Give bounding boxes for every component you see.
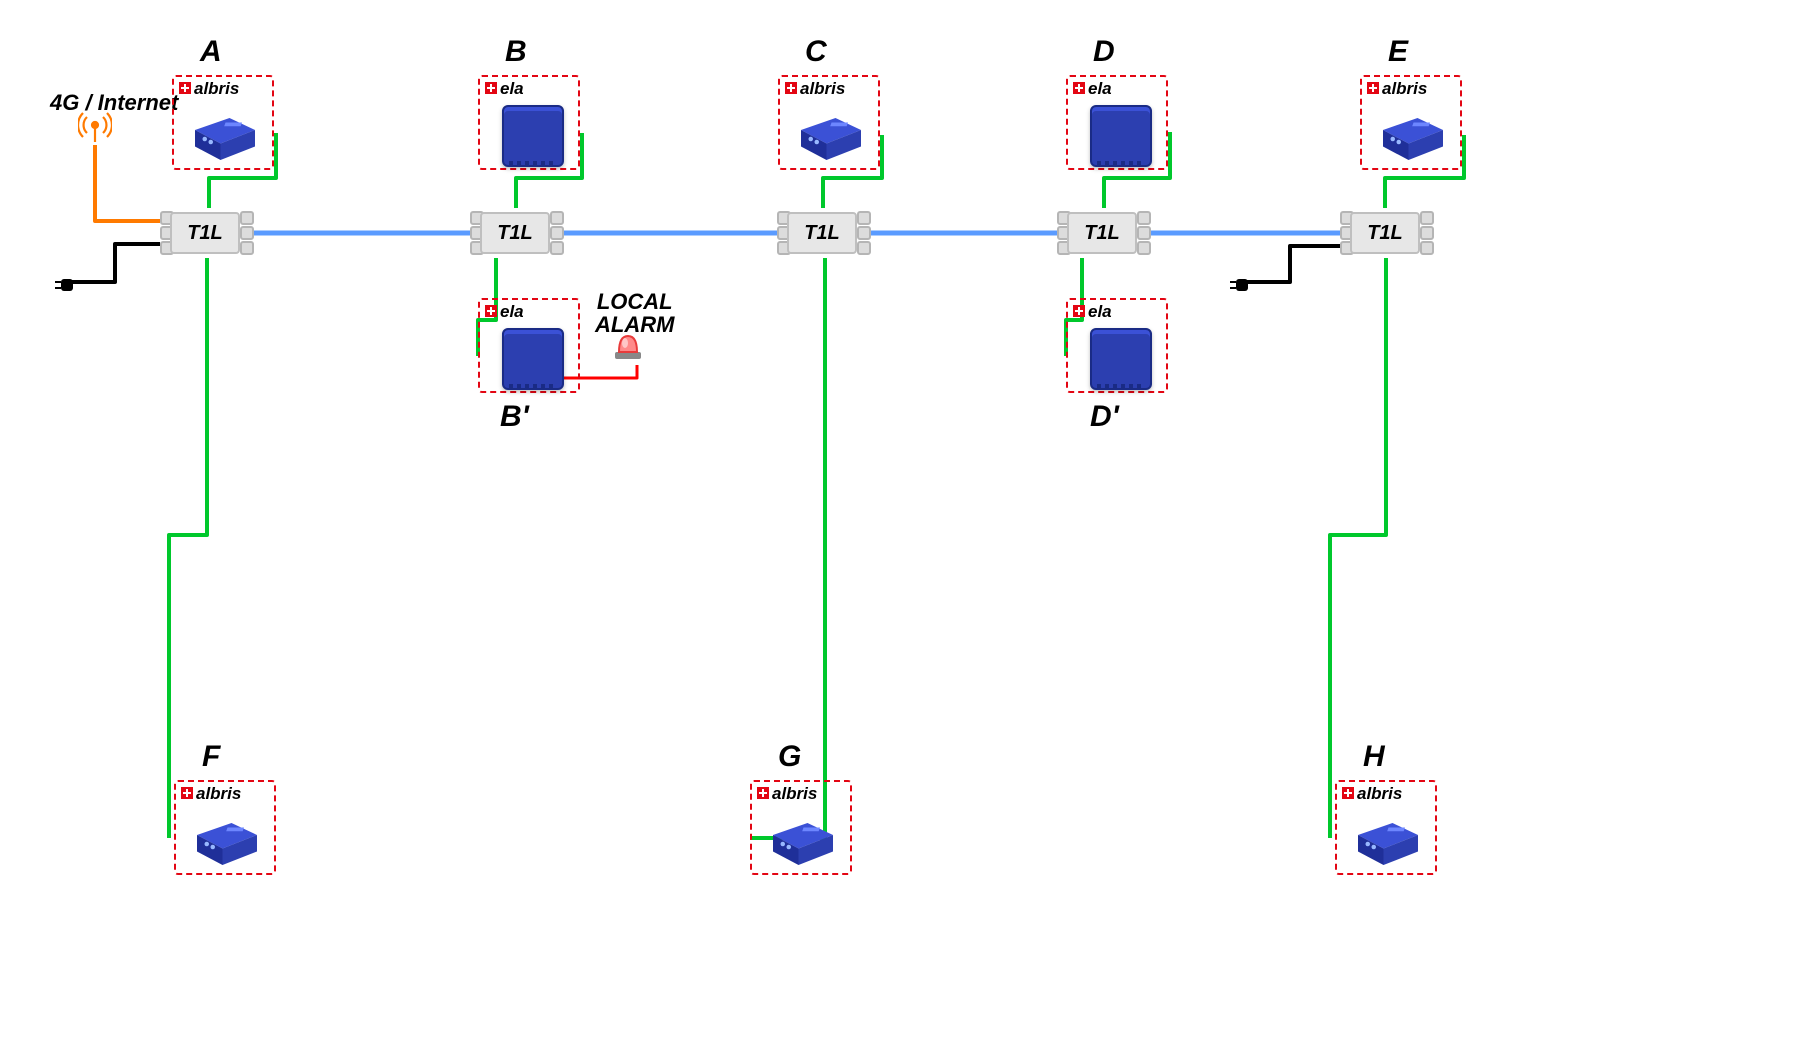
device-G: albris [750,780,852,875]
swiss-flag-icon [1073,305,1085,317]
device-Dp: ela [1066,298,1168,393]
albris-device-icon [188,812,263,867]
node-label-G: G [778,740,801,774]
swiss-flag-icon [181,787,193,799]
device-brand: albris [196,784,241,804]
albris-device-icon [186,107,261,162]
ela-device-icon [502,105,564,167]
t1l-switch: T1L [777,206,867,260]
ela-device-icon [1090,105,1152,167]
albris-device-icon [764,812,839,867]
node-label-A: A [200,35,222,69]
device-brand: ela [500,79,524,99]
device-brand: ela [1088,79,1112,99]
albris-device-icon [1374,107,1449,162]
t1l-label: T1L [787,212,857,254]
internet-label: 4G / Internet [50,90,178,116]
node-label-F: F [202,740,220,774]
swiss-flag-icon [1073,82,1085,94]
albris-device-icon [1349,812,1424,867]
device-brand: ela [1088,302,1112,322]
device-brand: albris [1382,79,1427,99]
swiss-flag-icon [757,787,769,799]
device-F: albris [174,780,276,875]
device-A: albris [172,75,274,170]
device-brand: albris [1357,784,1402,804]
device-D: ela [1066,75,1168,170]
device-Bp: ela [478,298,580,393]
t1l-label: T1L [480,212,550,254]
node-label-D: D [1093,35,1115,69]
node-label-B: B [505,35,527,69]
antenna-icon [78,108,112,142]
swiss-flag-icon [485,305,497,317]
device-C: albris [778,75,880,170]
t1l-switch: T1L [160,206,250,260]
t1l-switch: T1L [1340,206,1430,260]
node-label-E: E [1388,35,1408,69]
device-brand: albris [800,79,845,99]
power-plug-icon [1230,273,1254,297]
swiss-flag-icon [485,82,497,94]
t1l-label: T1L [1067,212,1137,254]
node-label-C: C [805,35,827,69]
device-brand: ela [500,302,524,322]
swiss-flag-icon [179,82,191,94]
power-plug-icon [55,273,79,297]
device-H: albris [1335,780,1437,875]
device-brand: albris [772,784,817,804]
swiss-flag-icon [1367,82,1379,94]
ela-device-icon [1090,328,1152,390]
albris-device-icon [792,107,867,162]
node-label-Bp: B' [500,400,529,434]
t1l-switch: T1L [1057,206,1147,260]
alarm-line1: LOCAL [597,289,673,314]
node-label-H: H [1363,740,1385,774]
ela-device-icon [502,328,564,390]
diagram-canvas: 4G / Internet LOCALALARM [0,0,1817,1063]
alarm-icon [611,328,645,362]
node-label-Dp: D' [1090,400,1119,434]
t1l-switch: T1L [470,206,560,260]
t1l-label: T1L [1350,212,1420,254]
device-E: albris [1360,75,1462,170]
swiss-flag-icon [1342,787,1354,799]
device-B: ela [478,75,580,170]
device-brand: albris [194,79,239,99]
t1l-label: T1L [170,212,240,254]
swiss-flag-icon [785,82,797,94]
